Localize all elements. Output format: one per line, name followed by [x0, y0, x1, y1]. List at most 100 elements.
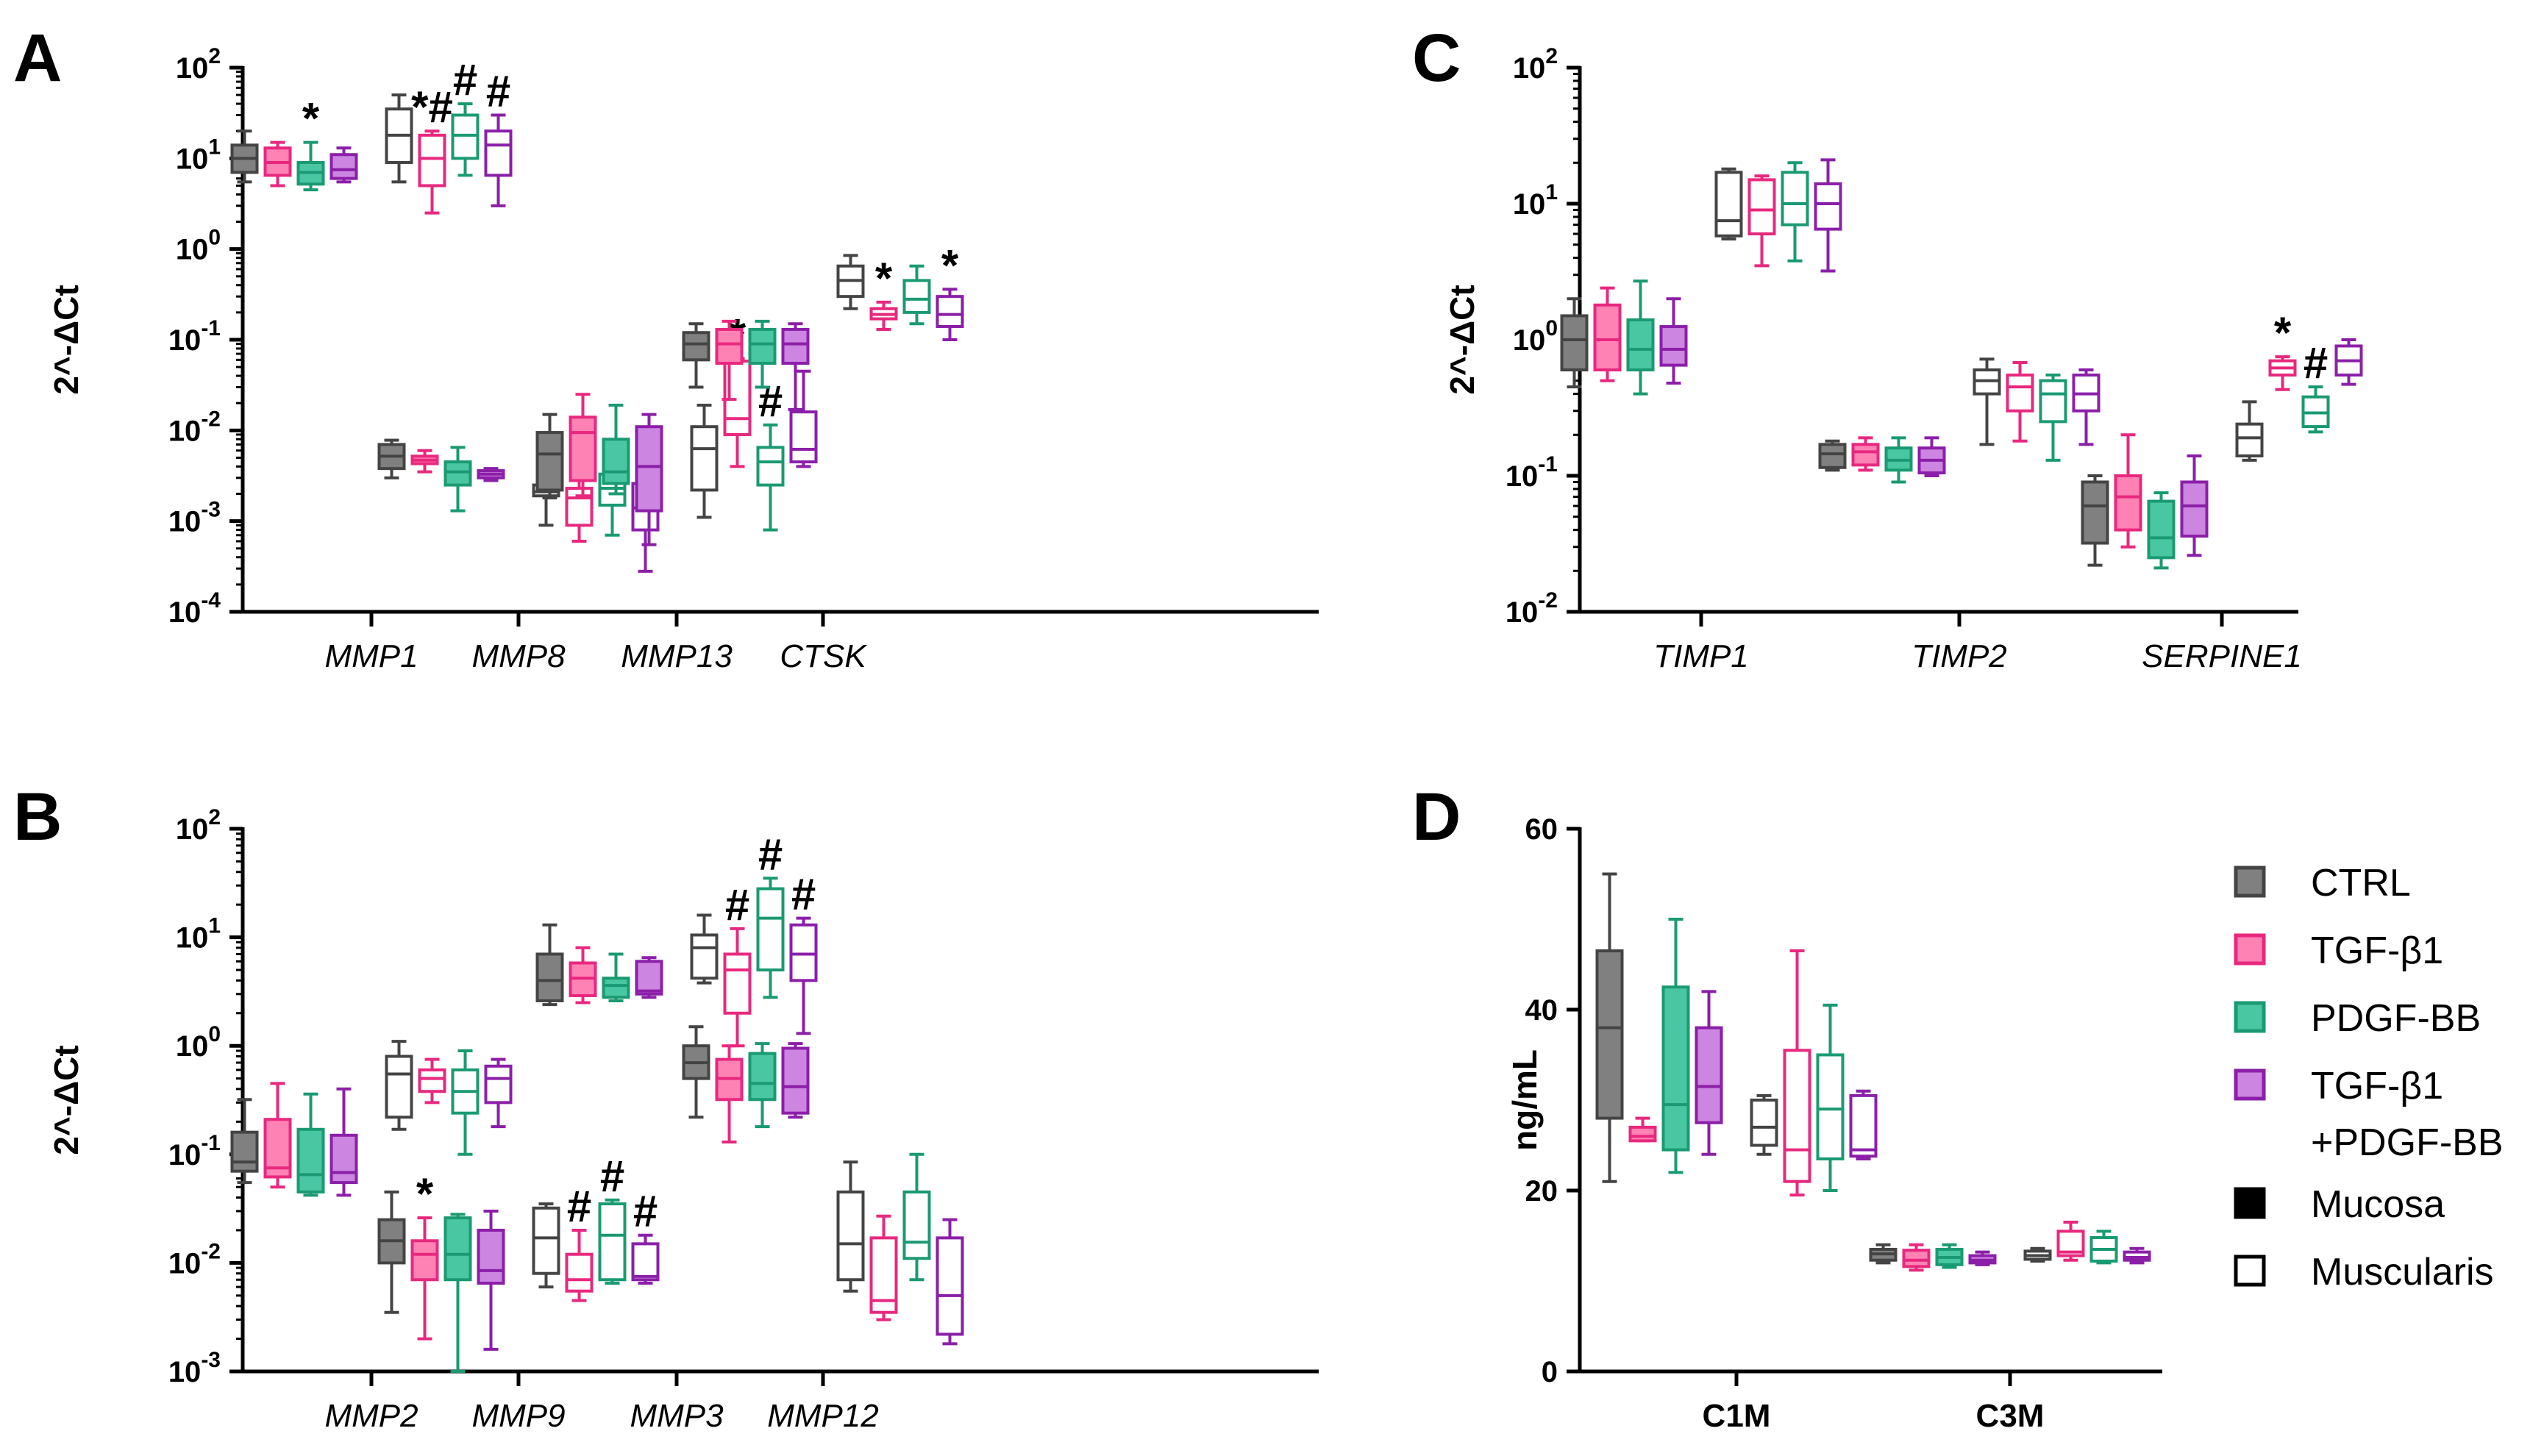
legend-label: TGF-β1 — [2311, 929, 2443, 972]
y-tick-exponent: -3 — [201, 498, 221, 522]
y-tick-label: 40 — [1525, 994, 1558, 1027]
box-pdgf-bb-mucosa — [748, 319, 777, 389]
box-tgf-1-mucosa — [1902, 1243, 1931, 1272]
box-iqr — [569, 415, 597, 482]
box-iqr — [789, 410, 818, 464]
box-tgf-1-pdgf-bb-mucosa — [1695, 990, 1723, 1156]
box-ctrl-muscularis — [836, 254, 865, 310]
box-ctrl-muscularis — [2023, 1246, 2052, 1263]
y-tick-label: 60 — [1525, 813, 1558, 846]
box-tgf-1-pdgf-bb-mucosa — [781, 1042, 810, 1119]
box-iqr — [535, 431, 564, 492]
panel-letter: C — [1412, 21, 1461, 96]
box-iqr — [631, 1242, 660, 1282]
x-category-label: MMP13 — [621, 638, 733, 674]
y-tick-label: 20 — [1525, 1175, 1558, 1207]
y-tick-label: 100 — [176, 1022, 221, 1063]
box-tgf-1-pdgf-bb-mucosa — [1917, 436, 1946, 477]
box-tgf-1-pdgf-bb-muscularis: # — [631, 1187, 660, 1285]
box-iqr — [1714, 171, 1743, 238]
box-tgf-1-mucosa: * — [410, 1169, 439, 1341]
box-tgf-1-muscularis: # — [565, 1182, 594, 1302]
box-iqr — [598, 1202, 627, 1282]
legend-label-continued: +PDGF-BB — [2311, 1121, 2504, 1164]
x-category-label: MMP9 — [471, 1398, 565, 1434]
box-iqr — [1593, 303, 1622, 372]
box-tgf-1-mucosa — [410, 449, 439, 474]
box-iqr — [1626, 318, 1655, 372]
y-tick-base: 10 — [176, 813, 209, 846]
box-tgf-1-mucosa — [263, 1082, 292, 1189]
box-tgf-1-pdgf-bb-mucosa — [635, 956, 663, 999]
y-tick-base: 10 — [168, 415, 202, 447]
box-ctrl-mucosa — [682, 322, 710, 389]
box-ctrl-mucosa — [230, 1098, 259, 1185]
box-iqr — [723, 952, 752, 1015]
box-iqr — [748, 327, 777, 365]
box-iqr — [1818, 443, 1847, 469]
legend-swatch — [2234, 1068, 2266, 1101]
box-iqr — [936, 1236, 964, 1336]
y-axis-label: 2^-ΔCt — [47, 285, 85, 394]
box-ctrl-mucosa — [535, 413, 564, 500]
box-iqr — [715, 327, 744, 365]
box-pdgf-bb-mucosa — [602, 952, 630, 1002]
box-iqr — [682, 331, 710, 362]
y-tick-base: 10 — [176, 234, 209, 266]
box-pdgf-bb-mucosa — [1935, 1243, 1964, 1269]
box-iqr — [602, 977, 630, 999]
y-tick-base: 10 — [176, 922, 209, 954]
box-iqr — [690, 425, 719, 492]
box-iqr — [2114, 474, 2142, 532]
box-ctrl-muscularis — [1714, 167, 1743, 241]
significance-marker: * — [302, 94, 320, 143]
box-iqr — [484, 1064, 513, 1105]
box-ctrl-mucosa — [682, 1025, 710, 1119]
box-ctrl-muscularis — [2235, 400, 2264, 462]
box-pdgf-bb-muscularis: # — [756, 377, 785, 532]
box-iqr — [748, 1052, 777, 1102]
y-tick-label: 10-2 — [168, 1239, 221, 1280]
significance-marker: # — [758, 829, 783, 879]
box-iqr — [1781, 171, 1809, 226]
y-axis-label: ng/mL — [1506, 1049, 1544, 1151]
box-iqr — [2039, 379, 2067, 424]
box-pdgf-bb-mucosa — [443, 446, 472, 513]
box-iqr — [443, 460, 472, 487]
box-ctrl-muscularis — [385, 93, 413, 184]
box-iqr — [2081, 480, 2109, 545]
box-tgf-1-pdgf-bb-muscularis — [2123, 1246, 2151, 1265]
y-tick-label: 102 — [1513, 44, 1558, 85]
box-tgf-1-pdgf-bb-mucosa — [329, 1087, 358, 1197]
significance-marker: # — [486, 66, 510, 115]
legend-swatch — [2234, 866, 2266, 898]
box-pdgf-bb-mucosa — [1626, 279, 1655, 396]
box-pdgf-bb-muscularis — [451, 1049, 480, 1156]
box-pdgf-bb-muscularis: # — [2301, 338, 2330, 434]
box-iqr — [532, 1206, 560, 1275]
legend-label: CTRL — [2311, 862, 2411, 904]
box-ctrl-muscularis — [1973, 357, 2001, 446]
significance-marker: * — [875, 254, 893, 303]
box-iqr — [1902, 1249, 1931, 1268]
panel-letter: D — [1412, 779, 1461, 854]
y-tick-exponent: -2 — [1538, 588, 1558, 613]
y-tick-exponent: -3 — [201, 1348, 221, 1372]
box-ctrl-mucosa — [377, 1190, 406, 1314]
y-axis-label: 2^-ΔCt — [47, 1045, 85, 1155]
legend-label: TGF-β1 — [2311, 1065, 2443, 1107]
box-tgf-1-pdgf-bb-mucosa — [477, 467, 505, 482]
box-iqr — [1661, 985, 1690, 1152]
box-pdgf-bb-muscularis — [2039, 374, 2067, 462]
box-iqr — [329, 1133, 358, 1185]
box-ctrl-muscularis — [690, 913, 719, 985]
box-pdgf-bb-muscularis — [902, 1152, 931, 1282]
box-iqr — [296, 1127, 325, 1193]
box-iqr — [418, 1068, 446, 1093]
y-tick-exponent: 0 — [208, 226, 221, 250]
y-tick-label: 10-3 — [168, 498, 221, 538]
box-tgf-1-muscularis — [2056, 1221, 2085, 1262]
box-tgf-1-mucosa — [1851, 436, 1880, 472]
